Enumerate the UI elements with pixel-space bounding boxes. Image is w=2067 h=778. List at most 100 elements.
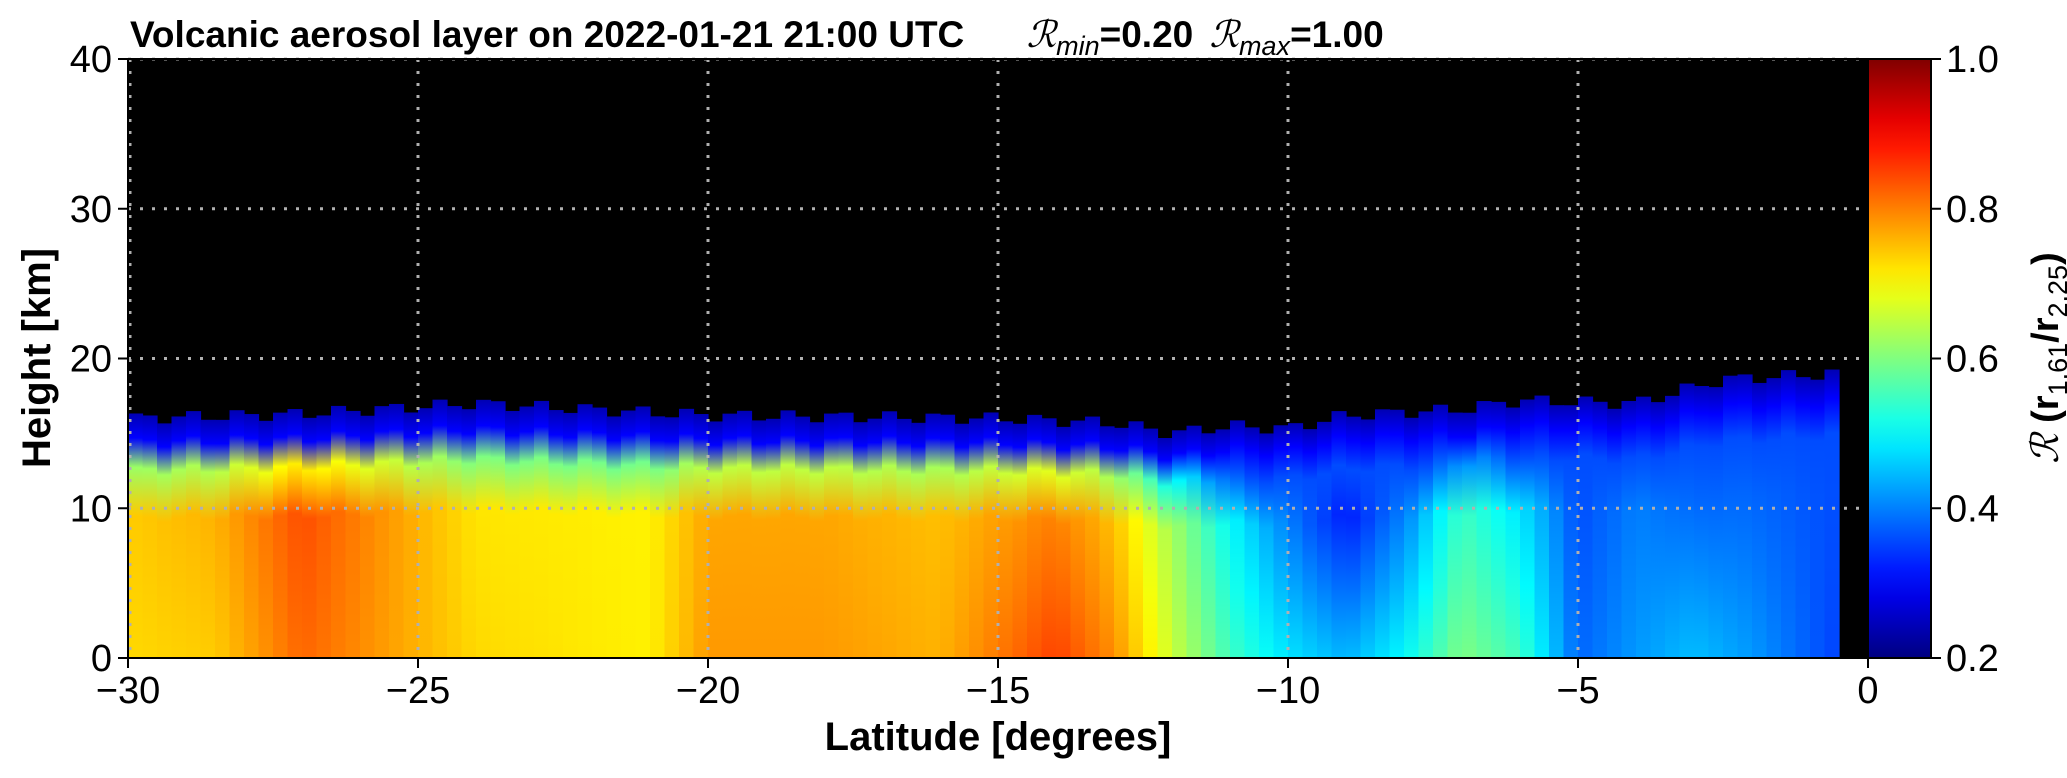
heatmap-column [925, 413, 941, 658]
heatmap-column [1650, 402, 1666, 658]
heatmap-column [592, 407, 608, 658]
heatmap-column [795, 416, 811, 658]
heatmap-column [1505, 407, 1521, 658]
heatmap-column [635, 406, 651, 658]
heatmap-column [1418, 411, 1434, 658]
heatmap-column [679, 408, 695, 658]
heatmap-column [1041, 418, 1057, 658]
heatmap-column [621, 410, 637, 658]
heatmap-column [287, 409, 303, 658]
heatmap-column [1781, 370, 1797, 658]
colorbar-tick-label: 0.4 [1946, 488, 1999, 530]
heatmap-column [1230, 420, 1246, 658]
heatmap-column [882, 411, 898, 658]
x-tick-label: −10 [1256, 670, 1320, 712]
x-tick-label: 0 [1857, 670, 1878, 712]
heatmap-column [490, 401, 506, 658]
heatmap-column [1201, 433, 1217, 658]
heatmap-column [1810, 379, 1826, 658]
heatmap-column [258, 420, 274, 658]
heatmap-column [432, 399, 448, 658]
heatmap-column [476, 399, 492, 658]
heatmap-column [1114, 427, 1130, 658]
heatmap-column [1172, 430, 1188, 658]
cbar-label-slash: /r [2025, 317, 2067, 343]
title-rmax-value: =1.00 [1290, 14, 1384, 55]
y-tick-label: 0 [91, 638, 112, 680]
heatmap-column [1694, 386, 1710, 658]
x-tick-label: −25 [386, 670, 450, 712]
heatmap-column [389, 403, 405, 658]
heatmap-column [186, 411, 202, 658]
heatmap-column [1215, 429, 1231, 658]
heatmap-column [519, 406, 535, 658]
heatmap-column [1346, 416, 1362, 658]
heatmap-column [244, 414, 260, 658]
heatmap-column [1534, 395, 1550, 658]
heatmap-column [1027, 414, 1043, 658]
colorbar-ticks: 0.2 0.4 0.6 0.8 1.0 [1931, 39, 1999, 680]
aerosol-layer [128, 369, 1840, 658]
heatmap-column [1375, 409, 1391, 658]
heatmap-column [171, 416, 187, 658]
x-axis: −30 −25 −20 −15 −10 −5 0 [96, 658, 1879, 712]
heatmap-column [1578, 396, 1594, 658]
x-tick-label: −15 [966, 670, 1030, 712]
colorbar-tick-label: 0.8 [1946, 189, 1999, 231]
heatmap-column [447, 406, 463, 658]
colorbar-tick-label: 1.0 [1946, 39, 1999, 81]
heatmap-column [983, 412, 999, 658]
heatmap-column [200, 419, 216, 658]
heatmap-column [1157, 438, 1173, 658]
heatmap-column [954, 423, 970, 658]
cbar-label-open: (r [2025, 395, 2067, 423]
title-rmin-sub: min [1056, 31, 1100, 61]
heatmap-column [1404, 417, 1420, 658]
heatmap-column [403, 412, 419, 658]
cbar-label-sub2: 2.25 [2043, 265, 2067, 318]
heatmap-column [215, 419, 231, 658]
heatmap-column [1476, 401, 1492, 658]
heatmap-column [1360, 419, 1376, 658]
title-rmin-value: =0.20 [1100, 14, 1194, 55]
cbar-label-symbol: ℛ [2023, 431, 2067, 464]
colorbar-tick-label: 0.6 [1946, 339, 1999, 381]
title-rmin-symbol: ℛ [1027, 13, 1059, 56]
y-tick-label: 40 [70, 39, 112, 81]
heatmap-column [1259, 433, 1275, 658]
heatmap-column [418, 408, 434, 658]
heatmap-column [1447, 412, 1463, 658]
cbar-label-sub1: 1.61 [2043, 343, 2067, 396]
y-axis: 0 10 20 30 40 [70, 39, 128, 680]
heatmap-column [1302, 429, 1318, 658]
heatmap-column [548, 410, 564, 658]
heatmap-column [577, 404, 593, 658]
plot-area [127, 57, 1869, 659]
heatmap-column [969, 418, 985, 658]
colorbar-bar [1868, 59, 1931, 658]
heatmap-column [1070, 420, 1086, 658]
heatmap-column [1737, 374, 1753, 658]
heatmap-column [505, 410, 521, 658]
title-rmax-symbol: ℛ [1210, 13, 1242, 56]
heatmap-column [302, 417, 318, 658]
colorbar-tick-label: 0.2 [1946, 638, 1999, 680]
heatmap-column [1389, 409, 1405, 658]
heatmap-column [157, 423, 173, 658]
heatmap-column [664, 417, 680, 658]
heatmap-column [1549, 405, 1565, 658]
x-axis-label: Latitude [degrees] [825, 715, 1172, 759]
heatmap-column [1520, 399, 1536, 658]
heatmap-column [1708, 387, 1724, 658]
heatmap-column [1665, 395, 1681, 658]
colorbar: 0.2 0.4 0.6 0.8 1.0 ℛ (r1.61/r2.25) [1867, 39, 2067, 680]
heatmap-column [1244, 427, 1260, 658]
heatmap-column [229, 410, 245, 658]
heatmap-column [722, 413, 738, 658]
heatmap-column [345, 410, 361, 658]
heatmap-column [128, 413, 144, 658]
y-tick-label: 20 [70, 339, 112, 381]
heatmap-column [838, 412, 854, 658]
heatmap-column [693, 414, 709, 658]
